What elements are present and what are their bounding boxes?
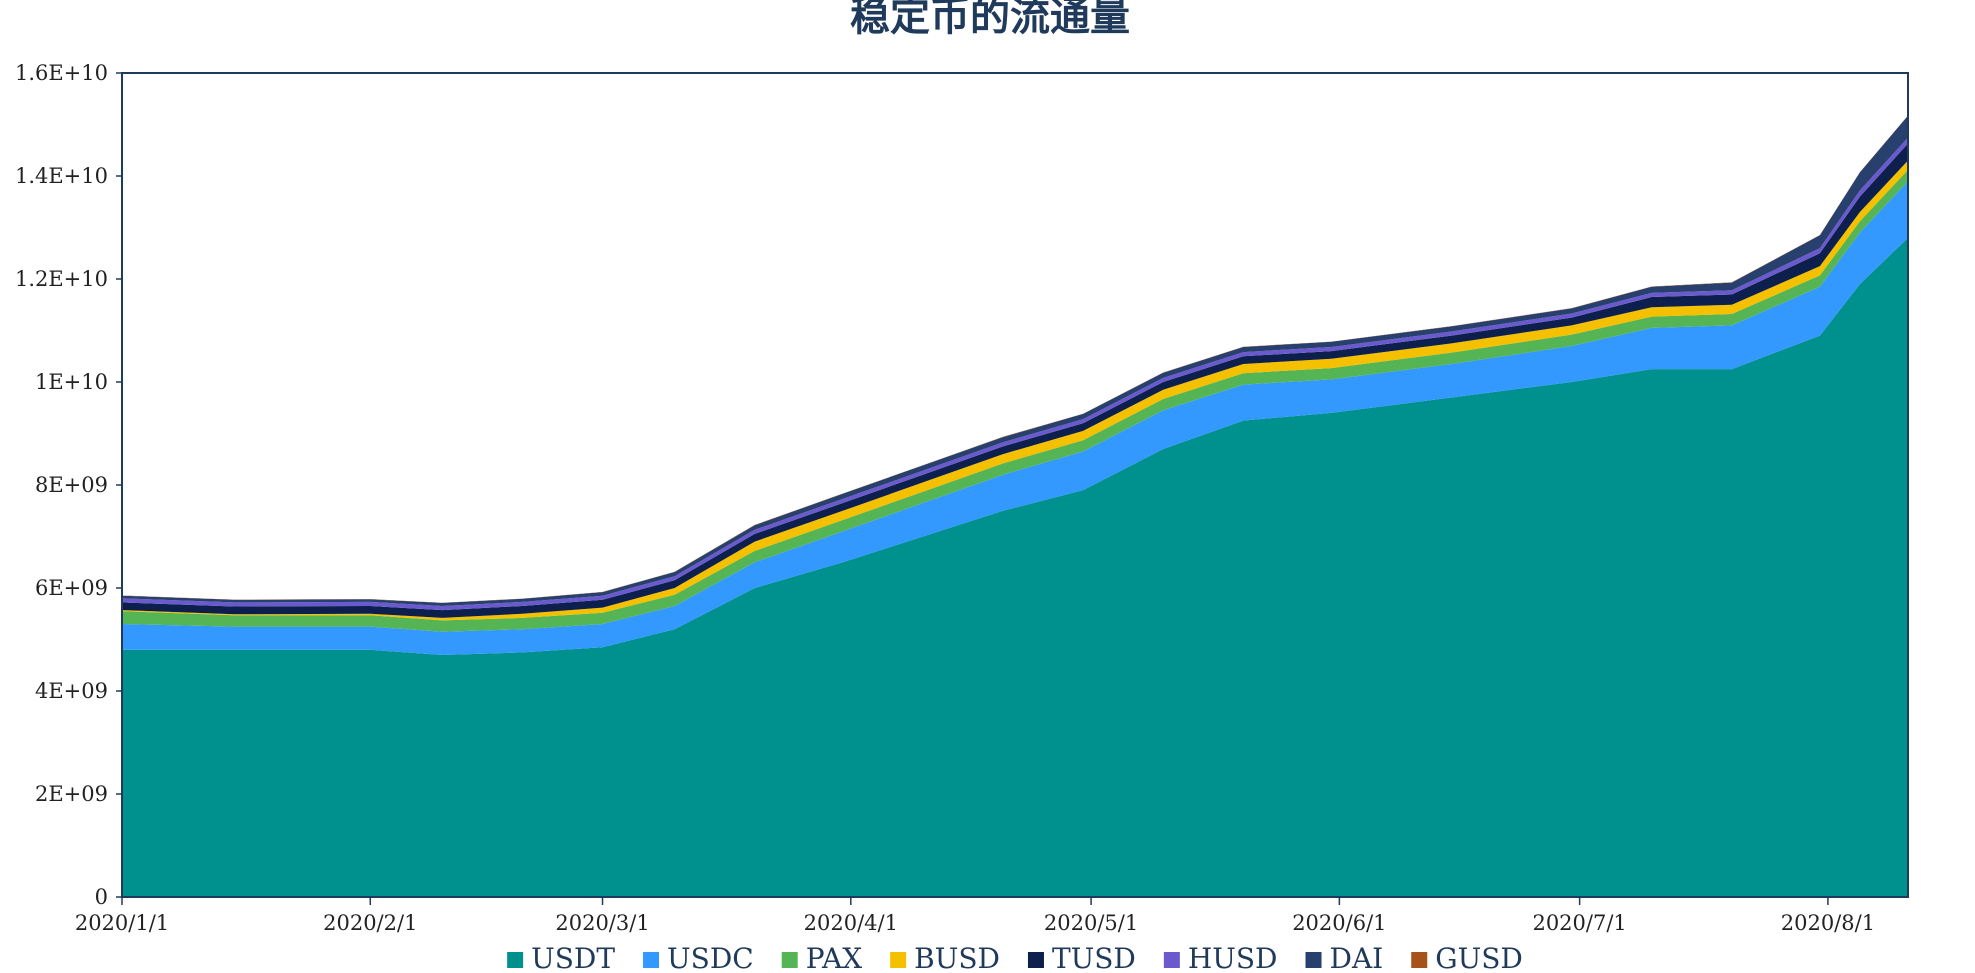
- y-tick-label: 2E+09: [35, 782, 108, 806]
- y-tick-label: 1E+10: [35, 370, 108, 394]
- legend-swatch-husd: [1163, 952, 1180, 968]
- y-tick-label: 6E+09: [35, 576, 108, 600]
- legend-label-pax: PAX: [806, 942, 862, 973]
- area-layer: [122, 115, 1908, 898]
- legend-label-usdc: USDC: [667, 942, 754, 973]
- legend-label-usdt: USDT: [531, 942, 615, 973]
- legend-label-tusd: TUSD: [1052, 942, 1136, 973]
- legend-swatch-usdt: [507, 952, 524, 968]
- legend-label-busd: BUSD: [914, 942, 1000, 973]
- legend-swatch-busd: [890, 952, 907, 968]
- legend-swatch-gusd: [1411, 952, 1428, 968]
- y-tick-label: 4E+09: [35, 679, 108, 703]
- x-tick-label: 2020/8/1: [1781, 911, 1875, 935]
- x-tick-label: 2020/6/1: [1292, 911, 1386, 935]
- legend-swatch-pax: [781, 952, 798, 968]
- x-tick-label: 2020/7/1: [1532, 911, 1626, 935]
- x-tick-label: 2020/3/1: [555, 911, 649, 935]
- legend: USDT USDC PAX BUSD TUSD HUSD DAI GUSD: [507, 942, 1523, 973]
- y-tick-label: 1.6E+10: [15, 61, 108, 85]
- y-axis: 0 2E+09 4E+09 6E+09 8E+09 1E+10 1.2E+10 1.4E+10…: [15, 61, 122, 909]
- legend-label-gusd: GUSD: [1435, 942, 1523, 973]
- x-tick-label: 2020/2/1: [323, 911, 417, 935]
- x-axis: 2020/1/1 2020/2/1 2020/3/1 2020/4/1 2020/5/1…: [75, 897, 1875, 935]
- x-tick-label: 2020/4/1: [804, 911, 898, 935]
- legend-label-dai: DAI: [1330, 942, 1384, 973]
- y-tick-label: 0: [95, 885, 108, 909]
- x-tick-label: 2020/1/1: [75, 911, 169, 935]
- y-tick-label: 1.2E+10: [15, 267, 108, 291]
- area-usdt: [122, 237, 1908, 898]
- legend-label-husd: HUSD: [1188, 942, 1278, 973]
- y-tick-label: 1.4E+10: [15, 164, 108, 188]
- y-tick-label: 8E+09: [35, 473, 108, 497]
- chart-title: 稳定币的流通量: [850, 0, 1130, 40]
- x-tick-label: 2020/5/1: [1044, 911, 1138, 935]
- legend-swatch-tusd: [1027, 952, 1044, 968]
- legend-swatch-usdc: [643, 952, 660, 968]
- legend-swatch-dai: [1305, 952, 1322, 968]
